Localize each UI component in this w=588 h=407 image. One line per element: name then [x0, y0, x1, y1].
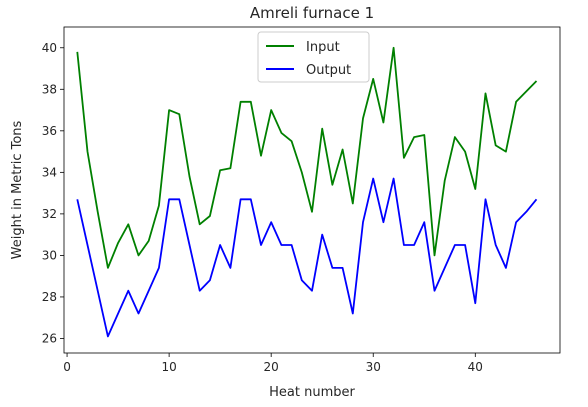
y-tick-label: 30	[42, 248, 57, 262]
x-tick-label: 30	[366, 360, 381, 374]
x-tick-label: 10	[161, 360, 176, 374]
y-tick-label: 40	[42, 41, 57, 55]
y-tick-label: 26	[42, 331, 57, 345]
x-tick-label: 0	[63, 360, 71, 374]
y-tick-label: 38	[42, 82, 57, 96]
series-layer	[76, 46, 538, 338]
x-tick-label: 20	[264, 360, 279, 374]
y-tick-label: 28	[42, 290, 57, 304]
chart-title: Amreli furnace 1	[250, 4, 374, 22]
series-line-input	[76, 46, 538, 269]
y-axis: 26 28 30 32 34 36 38 40	[42, 41, 64, 345]
x-tick-label: 40	[468, 360, 483, 374]
legend: Input Output	[257, 31, 370, 83]
x-axis-label: Heat number	[269, 385, 355, 400]
plot-frame	[63, 26, 561, 354]
plot-area	[63, 26, 561, 354]
legend-label-input: Input	[306, 40, 340, 55]
y-axis-label: Weight in Metric Tons	[10, 120, 25, 259]
y-tick-label: 32	[42, 207, 57, 221]
x-axis: 0 10 20 30 40	[63, 353, 483, 374]
series-line-output	[76, 177, 538, 338]
y-tick-label: 36	[42, 124, 57, 138]
legend-label-output: Output	[306, 63, 351, 78]
y-tick-label: 34	[42, 165, 57, 179]
